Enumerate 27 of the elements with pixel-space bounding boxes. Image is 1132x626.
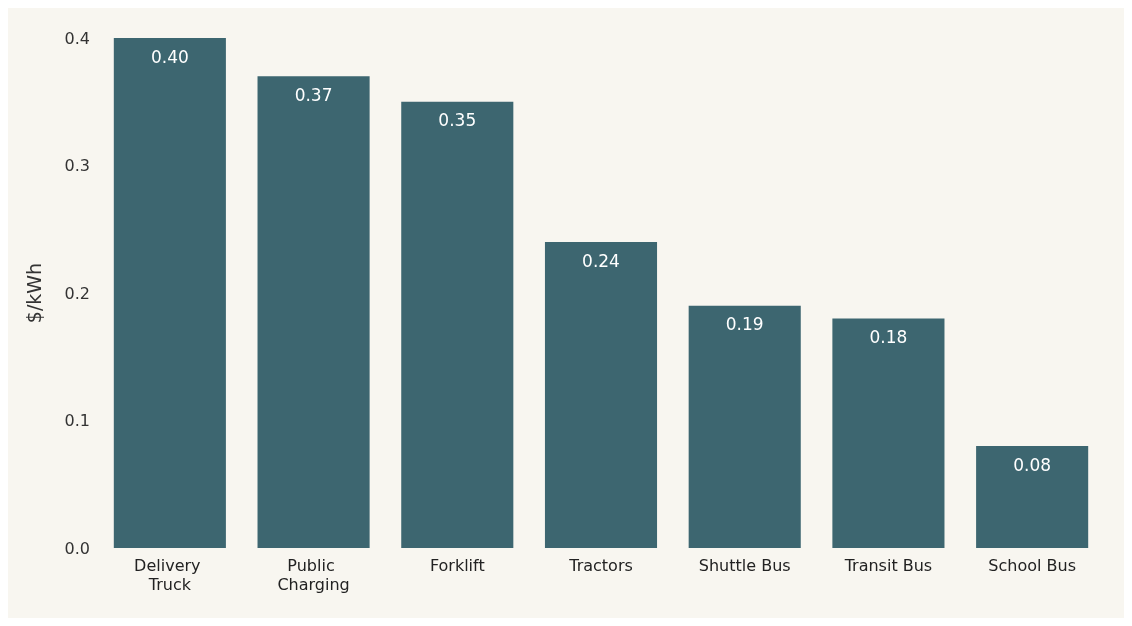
data-label: 0.35 bbox=[438, 110, 477, 131]
x-tick-label: Forklift bbox=[429, 556, 485, 575]
bar bbox=[113, 38, 226, 548]
y-tick-label: 0.1 bbox=[64, 411, 90, 430]
bar bbox=[832, 318, 945, 548]
y-tick-label: 0.0 bbox=[64, 538, 90, 558]
y-tick-label: 0.2 bbox=[64, 283, 90, 303]
x-tick-label: Delivery Truck bbox=[134, 556, 206, 594]
y-tick-label: 0.3 bbox=[64, 156, 90, 175]
y-axis-title: $/kWh bbox=[22, 262, 45, 324]
bar bbox=[257, 76, 370, 548]
data-label: 0.19 bbox=[725, 314, 764, 335]
x-tick-label: Tractors bbox=[568, 556, 633, 575]
data-label: 0.08 bbox=[1013, 454, 1052, 475]
bar bbox=[544, 242, 658, 548]
bar bbox=[401, 101, 514, 548]
x-tick-label: Shuttle Bus bbox=[698, 556, 791, 575]
x-tick-label: Public Charging bbox=[277, 556, 350, 594]
x-tick-label: Transit Bus bbox=[843, 556, 933, 575]
y-tick-label: 0.4 bbox=[64, 28, 90, 48]
bar bbox=[976, 446, 1089, 548]
data-label: 0.18 bbox=[869, 327, 908, 347]
data-label: 0.24 bbox=[582, 250, 620, 271]
x-tick-label: School Bus bbox=[988, 556, 1076, 575]
data-label: 0.37 bbox=[294, 84, 333, 105]
bar bbox=[688, 305, 801, 548]
data-label: 0.40 bbox=[150, 46, 189, 67]
